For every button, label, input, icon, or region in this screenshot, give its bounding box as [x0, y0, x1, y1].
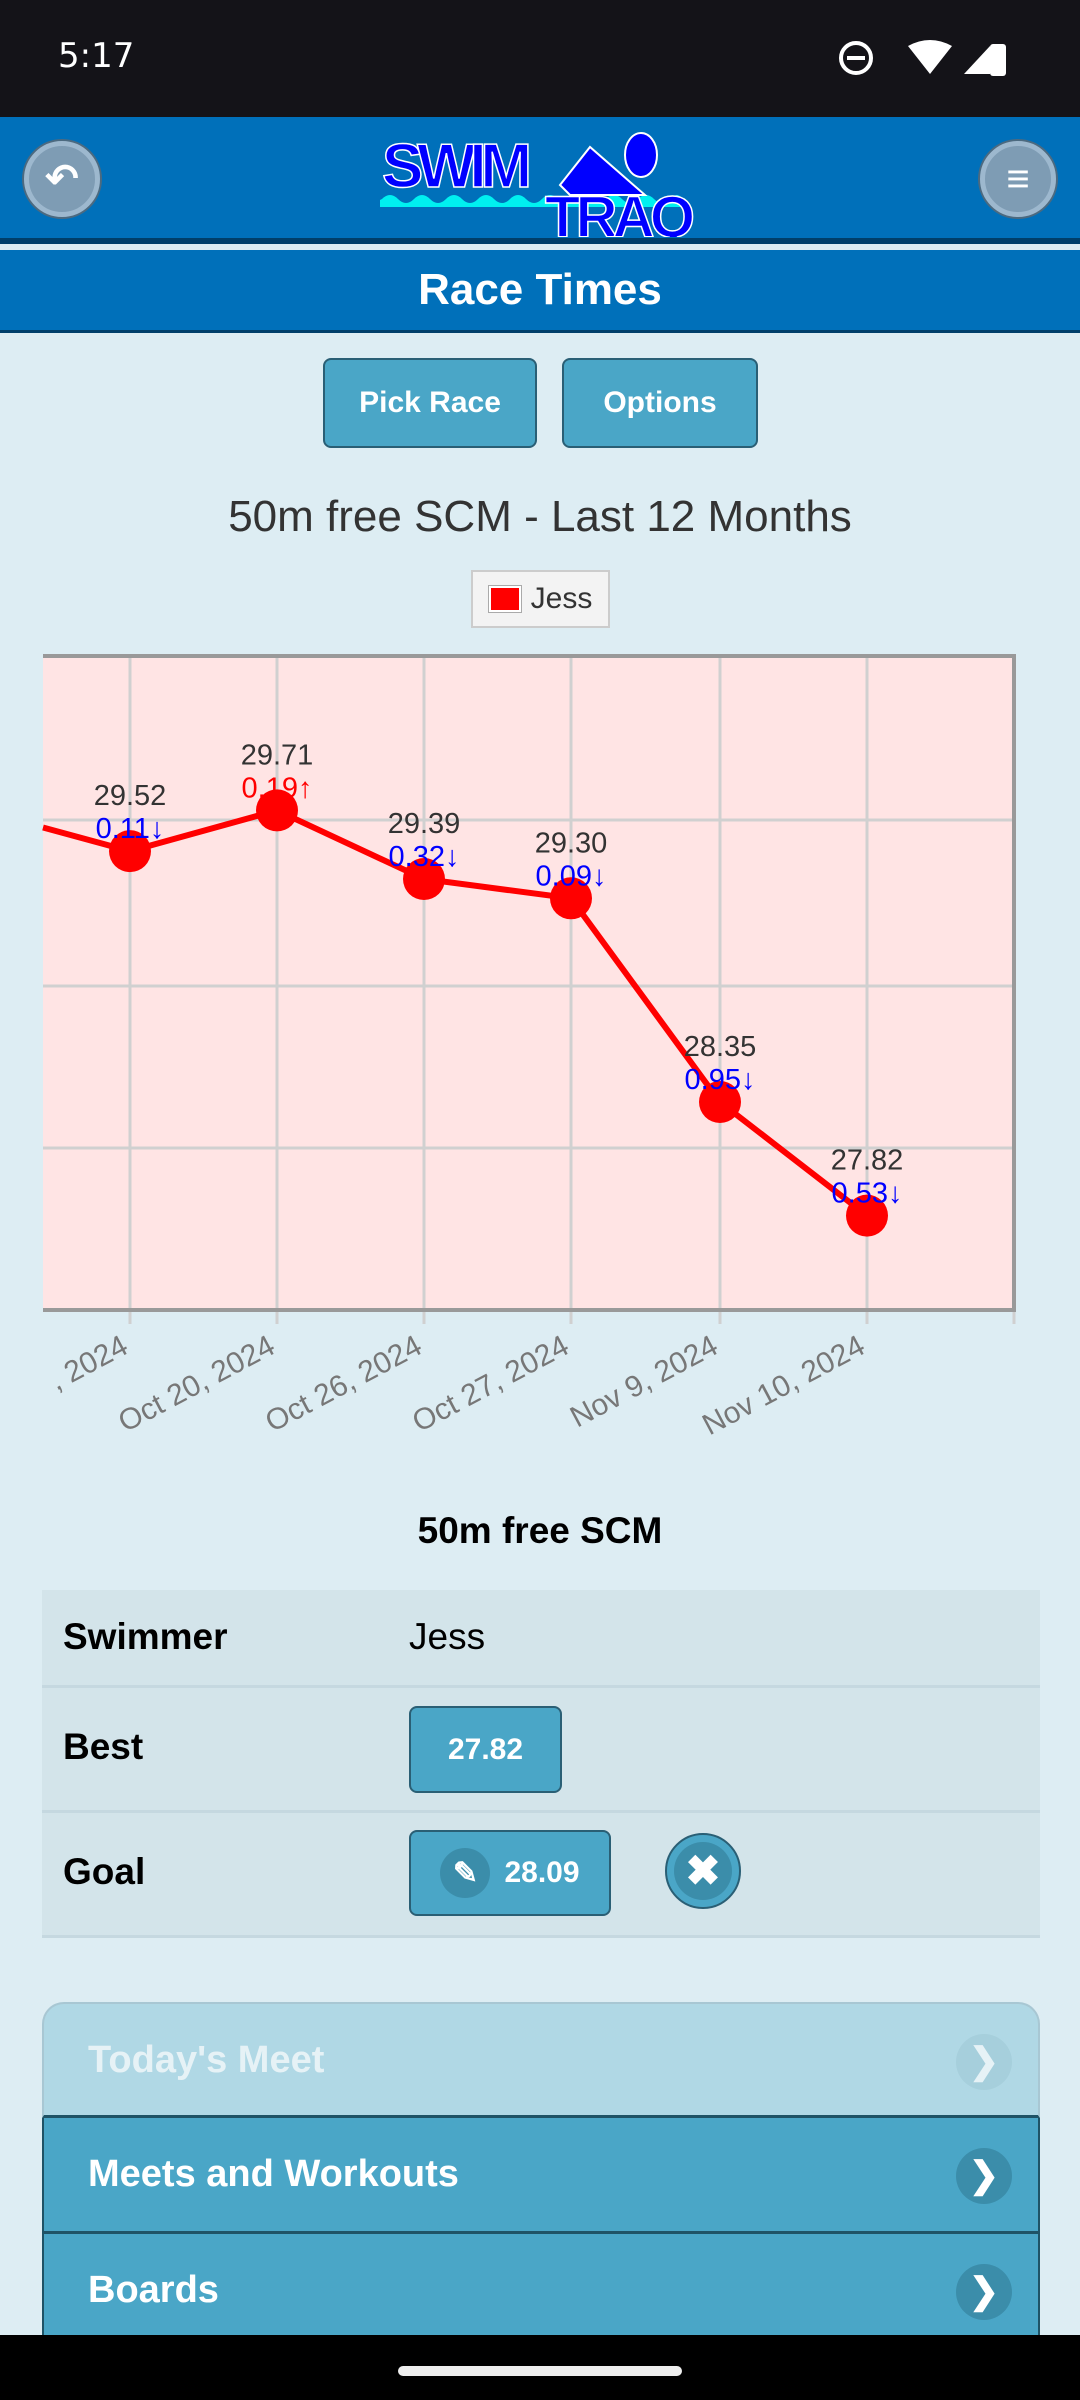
swimmer-label: Swimmer — [63, 1616, 228, 1657]
nav-item-boards[interactable]: Boards ❯ — [42, 2234, 1040, 2350]
goal-row: Goal ✎ 28.09 ✖ — [42, 1813, 1040, 1938]
x-tick-label: Oct 26, 2024 — [260, 1329, 427, 1439]
svg-text:SWIM: SWIM — [382, 132, 532, 201]
left-clip — [0, 640, 41, 1480]
chevron-right-icon: ❯ — [956, 2148, 1012, 2204]
data-point — [109, 830, 151, 873]
signal-icon — [964, 46, 990, 74]
edit-goal-button[interactable]: ✎ 28.09 — [409, 1830, 611, 1916]
close-icon: ✖ — [674, 1842, 732, 1900]
swimmer-row: Swimmer Jess — [42, 1590, 1040, 1688]
best-row: Best 27.82 — [42, 1688, 1040, 1813]
race-time-chart: 29.520.11↓ 29.710.19↑ 29.390.32↓ 29.300.09↓… — [0, 640, 1016, 1480]
summary-table: Swimmer Jess Best 27.82 Goal ✎ 28.09 ✖ — [42, 1590, 1040, 1938]
legend-swatch — [487, 585, 522, 613]
page-title: Race Times — [0, 250, 1080, 333]
data-label-delta: 0.95↓ — [685, 1064, 756, 1096]
battery-icon — [990, 44, 1006, 76]
clear-goal-button[interactable]: ✖ — [665, 1833, 741, 1909]
data-label-delta: 0.11↓ — [96, 813, 165, 845]
nav-item-label: Today's Meet — [88, 2039, 325, 2081]
data-label-delta: 0.19↑ — [242, 772, 313, 804]
goal-value: 28.09 — [504, 1856, 580, 1889]
x-tick-label: Oct 20, 2024 — [113, 1329, 280, 1439]
chart-legend[interactable]: Jess — [471, 570, 610, 628]
data-point — [846, 1194, 888, 1237]
status-time: 5:17 — [58, 36, 135, 76]
dnd-icon — [839, 41, 873, 75]
x-tick-label: , 2024 — [44, 1329, 133, 1397]
nav-item-label: Boards — [88, 2269, 219, 2311]
status-bar: 5:17 — [0, 0, 1080, 117]
pencil-icon: ✎ — [440, 1848, 491, 1898]
data-point — [256, 789, 298, 832]
nav-list: Today's Meet ❯ Meets and Workouts ❯ Boar… — [42, 2002, 1040, 2350]
legend-label: Jess — [530, 582, 593, 615]
data-label-value: 28.35 — [684, 1031, 757, 1063]
x-tick-label: Oct 27, 2024 — [407, 1329, 574, 1439]
nav-item-label: Meets and Workouts — [88, 2153, 459, 2195]
data-label-delta: 0.53↓ — [832, 1178, 903, 1210]
data-label-value: 29.71 — [241, 739, 314, 771]
data-label-value: 27.82 — [831, 1145, 904, 1177]
chart-title: 50m free SCM - Last 12 Months — [228, 492, 852, 541]
swimtraq-logo: SWIM TRAQ — [380, 131, 696, 237]
data-label-value: 29.52 — [94, 780, 167, 812]
data-label-value: 29.39 — [388, 808, 461, 840]
data-point — [403, 858, 445, 901]
hamburger-icon: ≡ — [1006, 156, 1030, 201]
summary-title: 50m free SCM — [417, 1510, 663, 1551]
data-point — [699, 1081, 741, 1124]
plot-border — [43, 654, 1016, 1312]
nav-item-todays-meet[interactable]: Today's Meet ❯ — [42, 2002, 1040, 2118]
data-label-delta: 0.32↓ — [389, 841, 460, 873]
data-label-value: 29.30 — [535, 827, 608, 859]
menu-button[interactable]: ≡ — [980, 141, 1056, 217]
goal-label: Goal — [63, 1851, 146, 1892]
home-handle[interactable] — [398, 2366, 682, 2376]
chevron-right-icon: ❯ — [956, 2034, 1012, 2090]
pick-race-button[interactable]: Pick Race — [323, 358, 537, 448]
status-icons — [839, 40, 1006, 76]
undo-icon: ↶ — [45, 157, 79, 201]
best-time-button[interactable]: 27.82 — [409, 1706, 562, 1793]
wifi-icon — [908, 40, 952, 74]
nav-item-meets-and-workouts[interactable]: Meets and Workouts ❯ — [42, 2118, 1040, 2234]
best-label: Best — [63, 1726, 144, 1767]
swimmer-value: Jess — [409, 1616, 486, 1657]
app-header: ↶ SWIM TRAQ ≡ — [0, 117, 1080, 244]
options-button[interactable]: Options — [562, 358, 758, 448]
data-point — [550, 877, 592, 920]
chevron-right-icon: ❯ — [956, 2264, 1012, 2320]
data-label-delta: 0.09↓ — [536, 860, 607, 892]
back-button[interactable]: ↶ — [24, 141, 100, 217]
system-nav-bar — [0, 2335, 1080, 2400]
x-tick-label: Nov 10, 2024 — [697, 1329, 870, 1442]
